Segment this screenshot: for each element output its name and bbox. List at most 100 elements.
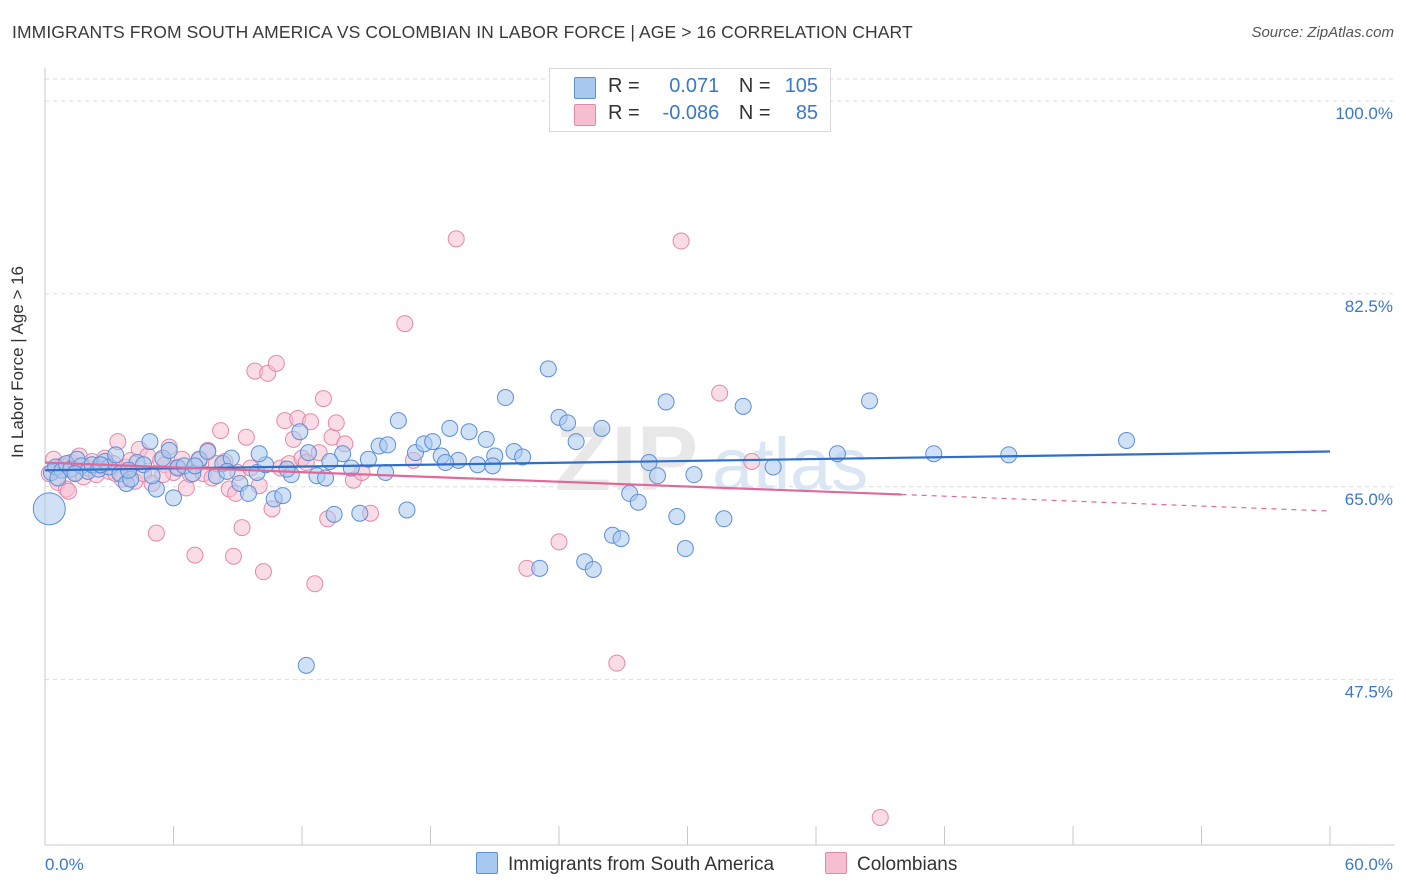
- colombians-point: [302, 413, 320, 431]
- colombians-point: [608, 654, 626, 672]
- south-america-point: [496, 389, 514, 407]
- source-label: Source: ZipAtlas.com: [1251, 24, 1394, 41]
- tick-labels: 47.5% 65.0% 82.5% 100.0% 0.0% 60.0%: [45, 104, 1393, 874]
- n-value-pink: 85: [795, 102, 819, 124]
- south-america-point: [668, 508, 686, 526]
- axes: [44, 68, 1395, 846]
- r-label: R =: [608, 102, 640, 124]
- south-america-point: [715, 510, 733, 528]
- y-tick-label: 47.5%: [1345, 683, 1393, 702]
- south-america-point: [657, 393, 675, 411]
- r-label: R =: [608, 75, 640, 97]
- south-america-point: [436, 454, 454, 472]
- colombians-point: [186, 546, 204, 564]
- colombians-trend-line: [44, 461, 902, 496]
- colombians-point: [314, 390, 332, 408]
- watermark-atlas: atlas: [712, 423, 868, 506]
- colombians-point: [550, 533, 568, 551]
- south-america-point: [165, 489, 182, 507]
- south-america-point: [218, 462, 236, 480]
- south-america-point: [441, 419, 459, 437]
- south-america-point: [274, 487, 292, 505]
- colombians-point: [743, 452, 761, 470]
- south-america-point: [612, 530, 630, 548]
- south-america-point: [559, 414, 577, 432]
- south-america-point: [342, 459, 360, 477]
- x-tick-label-min: 0.0%: [45, 855, 84, 874]
- south-america-point: [1000, 446, 1018, 464]
- south-america-point: [379, 436, 397, 454]
- series-name-blue: Immigrants from South America: [508, 854, 775, 875]
- n-label: N =: [738, 102, 771, 124]
- grid-lines: [45, 78, 1395, 681]
- x-tick-label-max: 60.0%: [1345, 855, 1393, 874]
- south-america-point: [389, 412, 407, 430]
- south-america-point: [325, 505, 343, 523]
- trend-lines: [44, 450, 1331, 512]
- colombians-point: [396, 315, 414, 333]
- stats-legend: R = 0.071 N = 105 R = -0.086 N = 85: [549, 68, 831, 132]
- r-value-blue: 0.071: [669, 75, 720, 97]
- series-swatch-pink: [825, 852, 847, 874]
- south-america-point: [377, 463, 395, 481]
- south-america-point: [649, 467, 667, 485]
- south-america-point: [567, 433, 585, 451]
- south-america-point: [861, 392, 879, 410]
- south-america-point: [199, 443, 217, 461]
- south-america-point: [764, 458, 782, 476]
- r-value-pink: -0.086: [662, 102, 720, 124]
- south-america-point: [484, 457, 502, 475]
- colombians-point: [147, 524, 165, 542]
- colombians-point: [327, 414, 345, 432]
- south-america-point: [107, 446, 125, 464]
- colombians-point: [871, 808, 889, 826]
- south-america-point: [291, 423, 309, 441]
- south-america-point: [460, 423, 478, 441]
- legend-text-pink: R = -0.086 N = 85: [608, 102, 818, 125]
- colombians-points: [40, 230, 889, 826]
- south-america-point: [925, 445, 943, 463]
- legend-swatch-blue: [574, 77, 596, 99]
- south-america-point: [398, 501, 416, 519]
- south-america-point: [676, 540, 694, 558]
- south-america-point: [186, 457, 204, 475]
- south-america-point: [1118, 432, 1136, 450]
- series-name-pink: Colombians: [857, 854, 958, 875]
- south-america-point: [685, 466, 703, 484]
- south-america-point: [351, 504, 369, 522]
- series-swatch-blue: [476, 852, 498, 874]
- south-america-point: [531, 559, 549, 577]
- south-america-point: [278, 460, 296, 478]
- south-america-point: [250, 445, 268, 463]
- south-america-point: [49, 469, 67, 487]
- y-tick-label: 82.5%: [1345, 297, 1393, 316]
- colombians-point: [60, 482, 78, 500]
- south-america-point: [539, 360, 557, 378]
- south-america-point: [477, 430, 495, 448]
- colombians-point: [224, 547, 242, 565]
- chart-title: IMMIGRANTS FROM SOUTH AMERICA VS COLOMBI…: [12, 22, 913, 42]
- south-america-point: [514, 448, 532, 466]
- colombians-point: [233, 519, 251, 537]
- series-legend-pink: Colombians: [825, 852, 957, 876]
- colombians-trend-extension: [901, 493, 1331, 512]
- y-tick-label: 100.0%: [1335, 104, 1393, 123]
- south-america-point: [32, 492, 66, 526]
- south-america-point: [141, 433, 159, 451]
- south-america-point: [734, 397, 752, 415]
- south-america-trend-line: [44, 450, 1331, 472]
- legend-swatch-pink: [574, 104, 596, 126]
- south-america-point: [66, 465, 84, 483]
- south-america-point: [143, 467, 161, 485]
- south-america-point: [424, 433, 442, 451]
- south-america-point: [629, 493, 647, 511]
- south-america-point: [584, 560, 602, 578]
- south-america-point: [359, 450, 377, 468]
- south-america-point: [593, 419, 611, 437]
- colombians-point: [237, 428, 255, 446]
- colombians-point: [306, 575, 324, 593]
- n-value-blue: 105: [784, 75, 819, 97]
- colombians-point: [711, 384, 729, 402]
- south-america-point: [299, 444, 317, 462]
